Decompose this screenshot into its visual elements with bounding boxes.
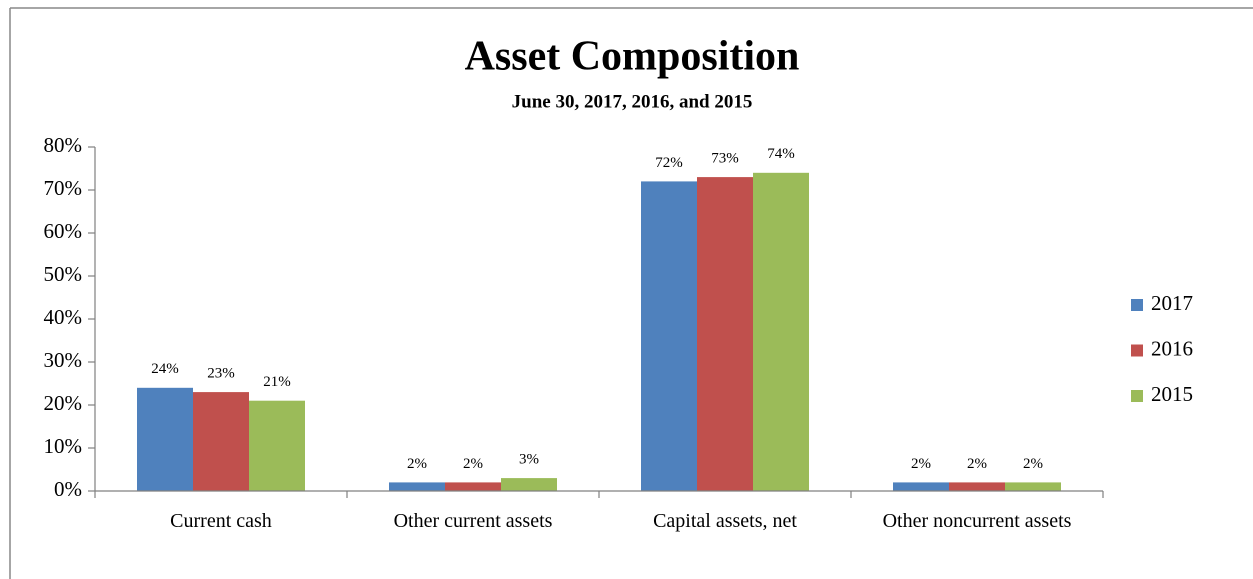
y-tick-label: 70% — [44, 176, 83, 200]
data-label: 72% — [655, 155, 683, 171]
y-tick-label: 30% — [44, 348, 83, 372]
bar — [193, 392, 249, 491]
y-tick-label: 80% — [44, 133, 83, 157]
data-label: 73% — [711, 151, 739, 167]
data-label: 24% — [151, 361, 179, 377]
data-label: 2% — [463, 456, 483, 472]
bar — [893, 482, 949, 491]
data-label: 2% — [967, 456, 987, 472]
bar — [501, 478, 557, 491]
data-label: 21% — [263, 374, 291, 390]
bar — [137, 387, 193, 491]
chart-title: Asset Composition — [465, 34, 800, 80]
legend-swatch — [1131, 344, 1143, 357]
bar — [641, 181, 697, 491]
y-tick-label: 10% — [44, 434, 83, 458]
data-label: 2% — [407, 456, 427, 472]
data-label: 2% — [911, 456, 931, 472]
x-tick-label: Current cash — [170, 510, 272, 532]
bar — [249, 400, 305, 491]
bar — [949, 482, 1005, 491]
data-label: 2% — [1023, 456, 1043, 472]
bar — [1005, 482, 1061, 491]
x-tick-label: Capital assets, net — [653, 510, 797, 532]
legend-label: 2016 — [1151, 336, 1193, 360]
legend-label: 2015 — [1151, 382, 1193, 406]
legend-swatch — [1131, 390, 1143, 402]
y-tick-label: 40% — [44, 305, 83, 329]
x-tick-label: Other noncurrent assets — [882, 510, 1072, 532]
data-label: 3% — [519, 452, 539, 468]
y-tick-label: 60% — [44, 219, 83, 243]
y-tick-label: 50% — [44, 262, 83, 286]
legend-swatch — [1131, 299, 1143, 311]
data-label: 74% — [767, 146, 795, 162]
y-tick-label: 20% — [44, 391, 83, 415]
bar — [697, 177, 753, 491]
y-tick-label: 0% — [54, 477, 82, 501]
data-label: 23% — [207, 366, 235, 382]
bar — [389, 482, 445, 491]
x-tick-label: Other current assets — [393, 510, 553, 532]
bar — [445, 482, 501, 491]
chart-subtitle: June 30, 2017, 2016, and 2015 — [512, 91, 753, 112]
legend-label: 2017 — [1151, 291, 1193, 315]
bar — [753, 172, 809, 492]
